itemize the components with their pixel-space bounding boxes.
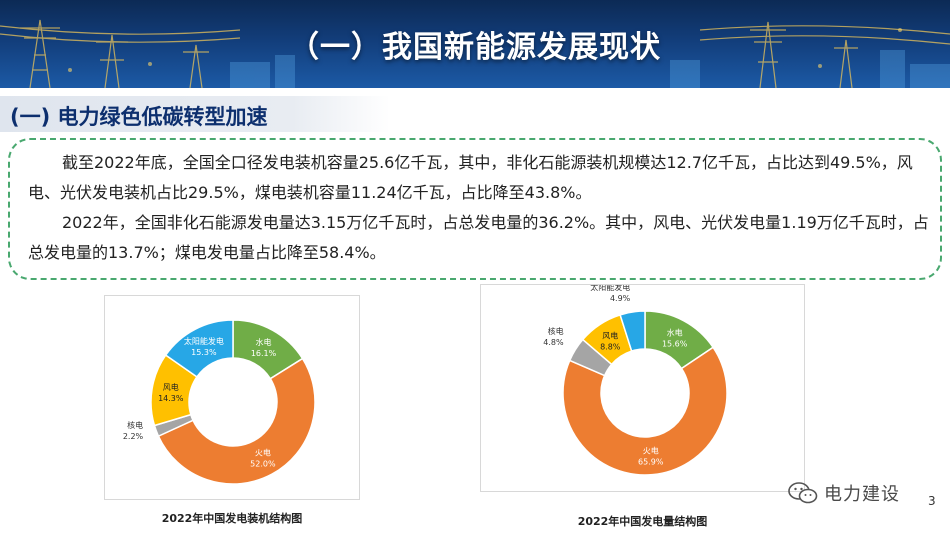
wechat-watermark: 电力建设	[788, 479, 900, 507]
capacity-slice-1	[157, 357, 316, 485]
paragraph-2: 2022年，全国非化石能源发电量达3.15万亿千瓦时，占总发电量的36.2%。其…	[28, 208, 933, 268]
capacity-label-4: 太阳能发电	[184, 336, 224, 346]
generation-label-3: 风电	[602, 330, 618, 340]
watermark-text: 电力建设	[824, 484, 900, 505]
wechat-icon	[788, 482, 818, 504]
generation-chart-frame: 水电 15.6% 火电 65.9% 核电 4.8% 风电 8.8% 太阳能发电 4.9%	[480, 284, 805, 492]
capacity-slice-4	[164, 319, 234, 378]
generation-label-1: 火电	[643, 446, 659, 456]
capacity-value-3: 14.3%	[158, 394, 184, 403]
generation-slice-4	[619, 310, 646, 353]
paragraph-2-text: 2022年，全国非化石能源发电量达3.15万亿千瓦时，占总发电量的36.2%。其…	[28, 213, 929, 262]
page-number: 3	[928, 494, 936, 508]
generation-donut-chart: 水电 15.6% 火电 65.9% 核电 4.8% 风电 8.8% 太阳能发电 4.9%	[543, 285, 728, 476]
generation-label-2: 核电	[548, 326, 564, 336]
capacity-value-4: 15.3%	[191, 348, 217, 357]
section-bar	[0, 96, 390, 132]
generation-value-2: 4.8%	[543, 338, 564, 347]
paragraph-1: 截至2022年底，全国全口径发电装机容量25.6亿千瓦，其中，非化石能源装机规模…	[28, 148, 933, 208]
generation-value-0: 15.6%	[662, 339, 688, 348]
capacity-value-2: 2.2%	[123, 432, 144, 441]
capacity-label-1: 火电	[255, 447, 271, 457]
capacity-label-2: 核电	[127, 420, 143, 430]
page-title: （一）我国新能源发展现状	[289, 30, 661, 65]
capacity-label-0: 水电	[256, 337, 272, 347]
generation-label-0: 水电	[667, 327, 683, 337]
generation-slice-1	[562, 346, 728, 476]
generation-value-3: 8.8%	[600, 342, 621, 351]
capacity-chart-frame: 水电 16.1% 火电 52.0% 核电 2.2% 风电 14.3% 太阳能发电 15.3%	[104, 295, 360, 500]
power-grid-illustration	[0, 19, 950, 88]
capacity-value-0: 16.1%	[251, 349, 277, 358]
paragraph-1-text: 截至2022年底，全国全口径发电装机容量25.6亿千瓦，其中，非化石能源装机规模…	[28, 153, 913, 202]
generation-value-4: 4.9%	[610, 294, 631, 303]
header-banner: （一）我国新能源发展现状	[0, 0, 950, 88]
generation-chart-caption: 2022年中国发电量结构图	[577, 515, 708, 528]
capacity-value-1: 52.0%	[250, 459, 276, 468]
generation-value-1: 65.9%	[638, 458, 664, 467]
summary-textbox: 截至2022年底，全国全口径发电装机容量25.6亿千瓦，其中，非化石能源装机规模…	[8, 138, 942, 280]
capacity-donut-chart: 水电 16.1% 火电 52.0% 核电 2.2% 风电 14.3% 太阳能发电 15.3%	[123, 319, 316, 485]
section-title: (一) 电力绿色低碳转型加速	[10, 105, 268, 129]
capacity-chart-caption: 2022年中国发电装机结构图	[161, 512, 303, 525]
capacity-label-3: 风电	[163, 382, 179, 392]
generation-label-4: 太阳能发电	[590, 285, 630, 292]
